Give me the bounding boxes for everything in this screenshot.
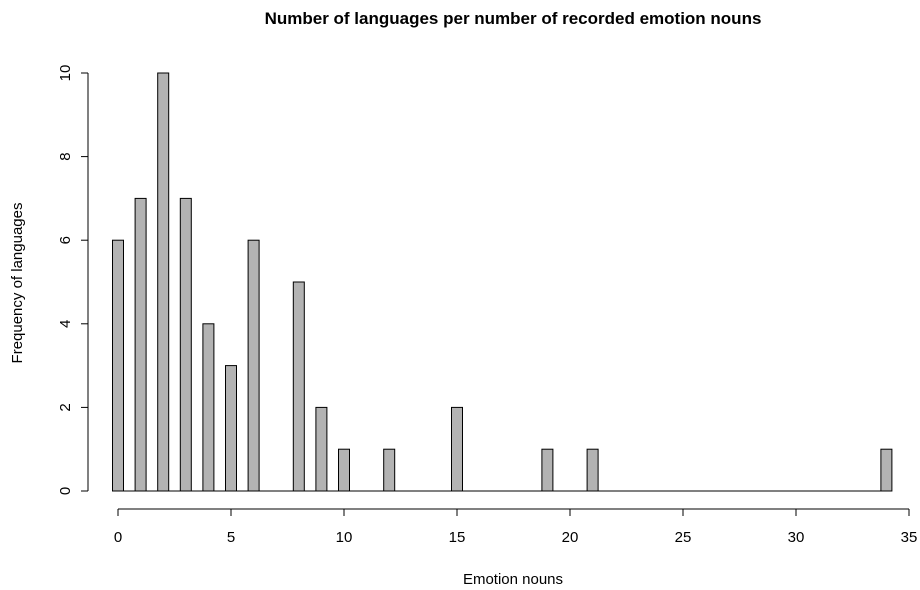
x-tick-label-5: 5 (227, 529, 235, 546)
x-tick-label-30: 30 (788, 529, 805, 546)
bar-12 (383, 448, 396, 492)
x-axis: 0 5 10 15 20 25 30 35 (114, 508, 918, 546)
bar-8 (292, 281, 305, 492)
bars-group (112, 72, 893, 492)
y-tick-label-6: 6 (57, 236, 74, 244)
y-axis: 0 2 4 6 8 10 (57, 65, 89, 495)
bar-3 (179, 197, 192, 492)
bar-19 (541, 448, 554, 492)
bar-6 (247, 239, 260, 492)
y-axis-label: Frequency of languages (9, 203, 26, 364)
x-tick-label-25: 25 (675, 529, 692, 546)
x-tick-label-0: 0 (114, 529, 122, 546)
y-tick-label-0: 0 (57, 487, 74, 495)
bar-0 (112, 239, 124, 492)
y-tick-label-4: 4 (57, 320, 74, 328)
bar-9 (315, 406, 328, 492)
x-axis-label: Emotion nouns (463, 571, 563, 588)
y-tick-label-8: 8 (57, 152, 74, 160)
bar-2 (157, 72, 170, 492)
y-tick-label-10: 10 (57, 65, 74, 82)
x-tick-label-20: 20 (562, 529, 579, 546)
chart-title: Number of languages per number of record… (265, 9, 762, 28)
bar-1 (134, 197, 147, 492)
bar-21 (586, 448, 599, 492)
bar-15 (451, 406, 463, 492)
x-tick-label-35: 35 (901, 529, 918, 546)
bar-10 (338, 448, 350, 492)
bar-4 (202, 323, 215, 492)
bar-34 (880, 448, 893, 492)
x-tick-label-15: 15 (449, 529, 466, 546)
y-tick-label-2: 2 (57, 403, 74, 411)
x-tick-label-10: 10 (336, 529, 353, 546)
bar-5 (225, 365, 237, 492)
